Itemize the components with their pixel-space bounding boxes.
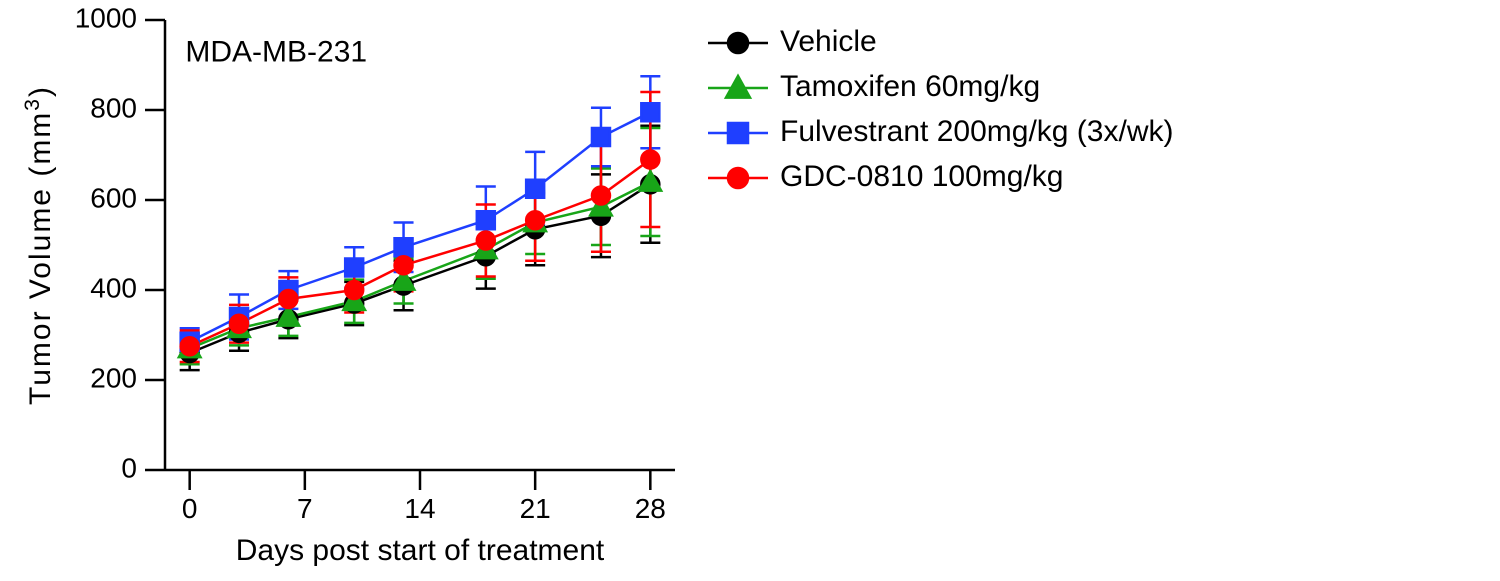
y-tick-label: 0: [121, 452, 137, 483]
x-tick-label: 14: [404, 493, 435, 524]
x-axis-label: Days post start of treatment: [236, 534, 605, 567]
legend-label-gdc0810: GDC-0810 100mg/kg: [780, 160, 1063, 193]
legend-label-fulvestrant: Fulvestrant 200mg/kg (3x/wk): [780, 115, 1173, 148]
y-tick-label: 1000: [75, 2, 137, 33]
tumor-volume-chart: 0 200 400 600 800 1000 0 7 14 21 28 Days post start…: [0, 0, 1500, 581]
legend-label-tamoxifen: Tamoxifen 60mg/kg: [780, 70, 1040, 103]
x-tick-label: 28: [635, 493, 666, 524]
x-tick-label: 7: [297, 493, 313, 524]
panel-title: MDA-MB-231: [185, 36, 367, 69]
y-tick-label: 600: [90, 182, 137, 213]
y-tick-label: 400: [90, 272, 137, 303]
svg-text:Tumor Volume (mm3): Tumor Volume (mm3): [21, 85, 58, 405]
y-tick-label: 800: [90, 92, 137, 123]
chart-container: { "chart": { "type": "line", "width": 15…: [0, 0, 1500, 581]
y-tick-label: 200: [90, 362, 137, 393]
y-axis-label: Tumor Volume (mm3): [21, 85, 58, 405]
legend-label-vehicle: Vehicle: [780, 25, 877, 58]
x-tick-label: 21: [520, 493, 551, 524]
x-tick-label: 0: [182, 493, 198, 524]
